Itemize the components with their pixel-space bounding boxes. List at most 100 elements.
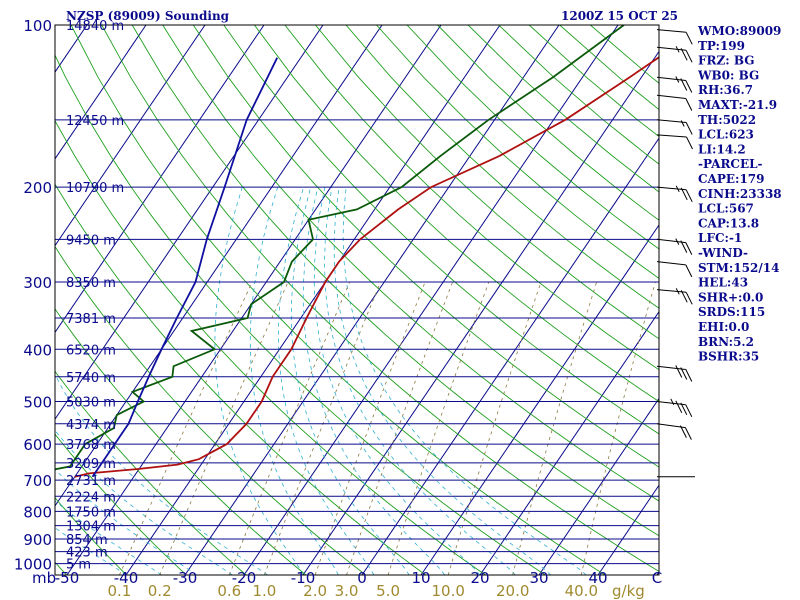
- mixing-ratio-line: [159, 281, 289, 575]
- height-label: 5740 m: [66, 371, 116, 386]
- dry-adiabat-line: [55, 183, 426, 575]
- wind-barb-flag: [685, 292, 693, 305]
- temperature-tick-label: -30: [173, 569, 198, 587]
- isotherm-line: [479, 310, 659, 575]
- isotherm-line: [420, 224, 659, 575]
- dry-adiabat-line: [223, 25, 659, 435]
- index-value: HEL:43: [698, 276, 748, 290]
- pressure-tick-label: 400: [23, 341, 52, 359]
- wind-barb-flag: [680, 78, 688, 91]
- moist-adiabat-line: [333, 187, 552, 575]
- index-value: LI:14.2: [698, 142, 746, 156]
- height-label: 5030 m: [66, 396, 116, 411]
- pressure-tick-label: 600: [23, 436, 52, 454]
- moist-adiabat-line: [324, 187, 516, 575]
- height-label: 2224 m: [66, 490, 116, 505]
- mixing-ratio-tick-label: 0.1: [107, 582, 131, 600]
- wind-barb-shaft: [656, 46, 687, 51]
- index-value: WMO:89009: [697, 24, 781, 38]
- wind-barb-flag: [685, 50, 693, 63]
- wind-barb: [656, 238, 693, 255]
- wind-barb: [656, 94, 693, 111]
- wind-barb-flag: [685, 32, 693, 45]
- isotherm-line: [55, 25, 265, 334]
- isotherm-line: [66, 25, 442, 575]
- isotherm-line: [55, 25, 147, 160]
- isotherm-line: [0, 25, 28, 575]
- wind-barb-shaft: [656, 186, 687, 191]
- dry-adiabat-line: [376, 25, 659, 279]
- wind-barb-shaft: [656, 29, 687, 33]
- moist-adiabat-line: [290, 187, 410, 575]
- pressure-tick-label: 200: [23, 179, 52, 197]
- wind-barb: [656, 365, 693, 382]
- mixing-unit-label: g/kg: [612, 582, 645, 600]
- temperature-tick-labels: -50 -40 -30 -20 -10 0 10 20 30 40 C: [55, 569, 662, 587]
- pressure-tick-labels: 100 200 300 400 500 600 700 800 900 1000: [14, 17, 52, 574]
- wind-barb-flag: [679, 425, 687, 438]
- temperature-tick-label: 10: [411, 569, 430, 587]
- index-value: LCL:623: [698, 128, 754, 142]
- height-label: 14840 m: [66, 19, 124, 34]
- temperature-profile-line: [74, 56, 659, 478]
- plot-frame: [54, 24, 660, 576]
- wind-barb: [656, 46, 693, 63]
- moist-adiabat-line: [302, 187, 445, 575]
- isotherm-line: [302, 50, 659, 575]
- index-value: STM:152/14: [698, 261, 779, 275]
- index-value: EHI:0.0: [698, 320, 749, 334]
- height-label: 4374 m: [66, 418, 116, 433]
- index-value: LFC:-1: [698, 231, 742, 245]
- height-label: 2731 m: [66, 474, 116, 489]
- temperature-tick-label: -40: [114, 569, 139, 587]
- pressure-tick-label: 900: [23, 531, 52, 549]
- temperature-tick-label: 30: [529, 569, 548, 587]
- mixing-ratio-tick-label: 20.0: [496, 582, 529, 600]
- wind-barb-shaft: [656, 289, 687, 293]
- wind-barb-flag: [685, 264, 693, 278]
- dry-adiabat-line: [55, 370, 247, 575]
- wind-barb-flag: [680, 402, 688, 416]
- dry-adiabat-line: [55, 54, 546, 575]
- temperature-tick-label: 40: [588, 569, 607, 587]
- dry-adiabat-line: [55, 497, 127, 575]
- wind-barb: [656, 423, 692, 440]
- mixing-ratio-line: [346, 281, 453, 575]
- dry-adiabat-line: [101, 25, 659, 572]
- isobar-lines: [55, 24, 659, 565]
- height-label: 423 m: [66, 546, 108, 561]
- dry-adiabat-line: [406, 25, 659, 250]
- mixing-ratio-line: [580, 281, 656, 575]
- index-value: CAPE:179: [698, 172, 765, 186]
- pressure-tick-label: 1000: [14, 556, 52, 574]
- mixing-ratio-line: [512, 281, 597, 575]
- isotherm-line: [538, 397, 659, 575]
- index-value: FRZ: BG: [698, 54, 754, 68]
- dry-adiabat-line: [55, 433, 187, 575]
- dry-adiabat-line: [70, 25, 606, 575]
- wind-barb-flag: [685, 189, 693, 203]
- wind-barb-shaft: [656, 261, 686, 266]
- pressure-unit-label: mb: [32, 569, 56, 587]
- dry-adiabat-line: [55, 119, 486, 575]
- height-label: 12450 m: [66, 114, 124, 129]
- wind-barb-shaft: [656, 94, 686, 99]
- mixing-ratio-tick-label: 0.6: [217, 582, 241, 600]
- height-label: 1304 m: [66, 520, 116, 535]
- pressure-tick-label: 300: [23, 274, 52, 292]
- wind-barb-shaft: [656, 119, 687, 123]
- wind-barb-flag: [680, 290, 688, 303]
- wind-barb-flag: [685, 242, 693, 255]
- temperature-tick-label: 20: [470, 569, 489, 587]
- pressure-tick-label: 800: [23, 503, 52, 521]
- index-value: -PARCEL-: [698, 157, 763, 171]
- dry-adiabat-line: [192, 25, 659, 468]
- wind-barb: [656, 29, 693, 45]
- wind-barb: [656, 288, 693, 305]
- sounding-profiles: [55, 25, 659, 478]
- wind-barb-shaft: [656, 134, 687, 138]
- wind-barb-half-flag: [670, 398, 675, 406]
- valid-time: 1200Z 15 OCT 25: [561, 9, 678, 23]
- wind-barb-half-flag: [675, 288, 680, 295]
